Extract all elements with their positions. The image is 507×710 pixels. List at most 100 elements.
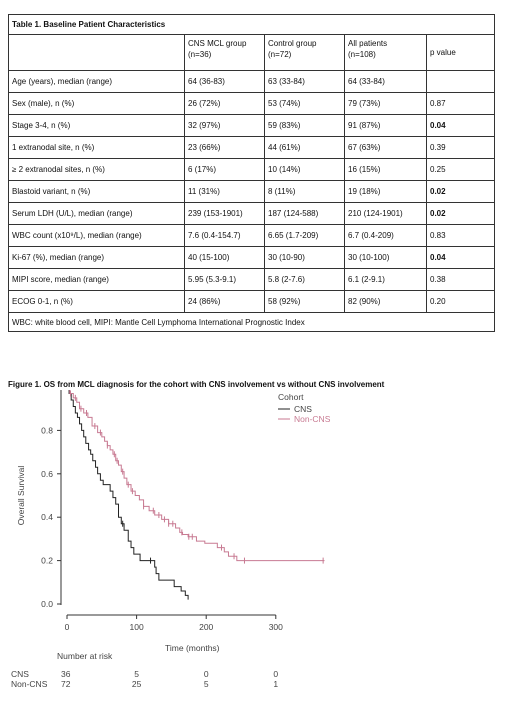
table-row: ECOG 0-1, n (%) 24 (86%) 58 (92%) 82 (90%) 0… bbox=[8, 290, 496, 313]
baseline-characteristics-table: Table 1. Baseline Patient Characteristic… bbox=[7, 14, 496, 332]
risk-value: 1 bbox=[273, 679, 278, 689]
cell-all: 6.7 (0.4-209) bbox=[344, 224, 427, 247]
cell-p: 0.20 bbox=[425, 290, 496, 313]
figure-caption: Figure 1. OS from MCL diagnosis for the … bbox=[8, 380, 385, 389]
cell-label: Age (years), median (range) bbox=[8, 70, 185, 93]
cell-cns: 26 (72%) bbox=[184, 92, 265, 115]
legend-title: Cohort bbox=[278, 392, 304, 402]
cell-cns: 32 (97%) bbox=[184, 114, 265, 137]
risk-value: 5 bbox=[134, 669, 139, 679]
risk-value: 0 bbox=[273, 669, 278, 679]
risk-value: 5 bbox=[204, 679, 209, 689]
cell-label: Ki-67 (%), median (range) bbox=[8, 246, 185, 269]
table-title: Table 1. Baseline Patient Characteristic… bbox=[7, 14, 496, 35]
y-tick-label: 0.0 bbox=[41, 599, 53, 609]
cell-control: 53 (74%) bbox=[264, 92, 345, 115]
risk-row-label: Non-CNS bbox=[11, 679, 48, 689]
cell-p: 0.38 bbox=[425, 268, 496, 291]
table-row: Stage 3-4, n (%) 32 (97%) 59 (83%) 91 (87%)… bbox=[8, 114, 496, 137]
y-tick-label: 0.6 bbox=[41, 469, 53, 479]
cell-cns: 239 (153-1901) bbox=[184, 202, 265, 225]
cell-p: 0.87 bbox=[425, 92, 496, 115]
risk-value: 0 bbox=[204, 669, 209, 679]
header-text: (n=36) bbox=[188, 50, 212, 59]
header-text: CNS MCL group bbox=[188, 39, 247, 48]
cell-cns: 24 (86%) bbox=[184, 290, 265, 313]
table-row: MIPI score, median (range) 5.95 (5.3-9.1)… bbox=[8, 268, 496, 291]
cell-all: 91 (87%) bbox=[344, 114, 427, 137]
cell-cns: 64 (36-83) bbox=[184, 70, 265, 93]
cell-cns: 5.95 (5.3-9.1) bbox=[184, 268, 265, 291]
cell-control: 30 (10-90) bbox=[264, 246, 345, 269]
y-tick-label: 0.8 bbox=[41, 425, 53, 435]
header-text: (n=108) bbox=[348, 50, 376, 59]
risk-row-label: CNS bbox=[11, 669, 29, 679]
cell-control: 6.65 (1.7-209) bbox=[264, 224, 345, 247]
header-all: All patients (n=108) bbox=[344, 34, 427, 71]
cell-p: 0.83 bbox=[425, 224, 496, 247]
cell-all: 19 (18%) bbox=[344, 180, 427, 203]
cell-cns: 23 (66%) bbox=[184, 136, 265, 159]
cell-all: 16 (15%) bbox=[344, 158, 427, 181]
risk-table-title: Number at risk bbox=[57, 651, 113, 661]
legend-label: CNS bbox=[294, 404, 312, 414]
y-tick-label: 0.4 bbox=[41, 512, 53, 522]
risk-value: 25 bbox=[132, 679, 142, 689]
header-text: (n=72) bbox=[268, 50, 292, 59]
x-tick-label: 0 bbox=[65, 622, 70, 632]
km-curve-non-cns bbox=[69, 390, 325, 562]
table-row: 1 extranodal site, n (%) 23 (66%) 44 (61%)… bbox=[8, 136, 496, 159]
x-tick-label: 300 bbox=[269, 622, 283, 632]
header-control: Control group (n=72) bbox=[264, 34, 345, 71]
cell-p: 0.02 bbox=[425, 180, 496, 203]
cell-label: Blastoid variant, n (%) bbox=[8, 180, 185, 203]
header-text: Control group bbox=[268, 39, 317, 48]
header-text: All patients bbox=[348, 39, 388, 48]
cell-all: 210 (124-1901) bbox=[344, 202, 427, 225]
cell-all: 79 (73%) bbox=[344, 92, 427, 115]
y-axis-title: Overall Survival bbox=[16, 466, 26, 526]
cell-cns: 7.6 (0.4-154.7) bbox=[184, 224, 265, 247]
legend-label: Non-CNS bbox=[294, 414, 331, 424]
cell-control: 59 (83%) bbox=[264, 114, 345, 137]
header-empty-cell bbox=[8, 34, 185, 71]
table-header-row: CNS MCL group (n=36) Control group (n=72) … bbox=[8, 34, 496, 71]
cell-p: 0.04 bbox=[425, 246, 496, 269]
cell-all: 82 (90%) bbox=[344, 290, 427, 313]
cell-label: Serum LDH (U/L), median (range) bbox=[8, 202, 185, 225]
cell-cns: 11 (31%) bbox=[184, 180, 265, 203]
table-row: ≥ 2 extranodal sites, n (%) 6 (17%) 10 (14… bbox=[8, 158, 496, 181]
cell-all: 30 (10-100) bbox=[344, 246, 427, 269]
cell-control: 63 (33-84) bbox=[264, 70, 345, 93]
table-row: Sex (male), n (%) 26 (72%) 53 (74%) 79 (73%… bbox=[8, 92, 496, 115]
cell-p: 0.04 bbox=[425, 114, 496, 137]
x-axis-title: Time (months) bbox=[165, 643, 220, 653]
table-row: Blastoid variant, n (%) 11 (31%) 8 (11%) 19… bbox=[8, 180, 496, 203]
cell-label: Sex (male), n (%) bbox=[8, 92, 185, 115]
cell-control: 5.8 (2-7.6) bbox=[264, 268, 345, 291]
cell-all: 67 (63%) bbox=[344, 136, 427, 159]
cell-label: WBC count (x10⁹/L), median (range) bbox=[8, 224, 185, 247]
cell-control: 10 (14%) bbox=[264, 158, 345, 181]
cell-control: 8 (11%) bbox=[264, 180, 345, 203]
cell-p bbox=[425, 70, 496, 93]
risk-value: 72 bbox=[61, 679, 71, 689]
table-footnote: WBC: white blood cell, MIPI: Mantle Cell… bbox=[7, 312, 496, 332]
header-text: p value bbox=[430, 48, 456, 57]
cell-all: 6.1 (2-9.1) bbox=[344, 268, 427, 291]
header-pvalue: p value bbox=[425, 34, 496, 71]
table-row: Ki-67 (%), median (range) 40 (15-100) 30 (… bbox=[8, 246, 496, 269]
cell-label: 1 extranodal site, n (%) bbox=[8, 136, 185, 159]
cell-cns: 40 (15-100) bbox=[184, 246, 265, 269]
table-row: WBC count (x10⁹/L), median (range) 7.6 (0… bbox=[8, 224, 496, 247]
cell-control: 44 (61%) bbox=[264, 136, 345, 159]
x-tick-label: 100 bbox=[130, 622, 144, 632]
cell-label: ECOG 0-1, n (%) bbox=[8, 290, 185, 313]
km-survival-chart: 0.00.20.40.60.81.00100200300Time (months… bbox=[11, 390, 331, 689]
cell-label: ≥ 2 extranodal sites, n (%) bbox=[8, 158, 185, 181]
cell-p: 0.25 bbox=[425, 158, 496, 181]
y-tick-label: 0.2 bbox=[41, 556, 53, 566]
cell-label: MIPI score, median (range) bbox=[8, 268, 185, 291]
x-tick-label: 200 bbox=[199, 622, 213, 632]
y-tick-label: 1.0 bbox=[41, 390, 53, 392]
